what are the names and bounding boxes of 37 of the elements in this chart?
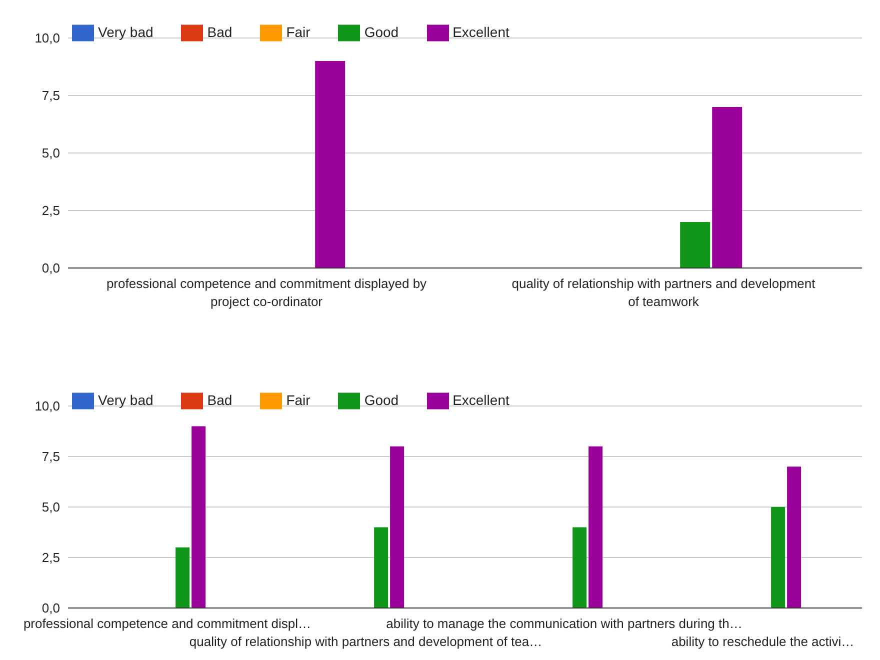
legend-label: Bad xyxy=(207,392,232,408)
y-tick-label: 2,5 xyxy=(42,550,60,566)
legend-label: Excellent xyxy=(452,392,510,408)
bar xyxy=(680,222,710,268)
y-tick-label: 5,0 xyxy=(42,500,60,515)
x-tick-label: professional competence and commitment displ… xyxy=(23,616,312,631)
bar xyxy=(572,527,587,608)
y-tick-label: 0,0 xyxy=(42,600,60,616)
bar xyxy=(712,107,742,268)
legend-label: Fair xyxy=(286,24,310,40)
legend-label: Fair xyxy=(286,392,310,408)
legend-label: Bad xyxy=(207,24,232,40)
bar xyxy=(192,426,206,608)
x-tick-label: quality of relationship with partners and development of tea… xyxy=(189,634,542,649)
bar xyxy=(390,446,404,608)
x-tick-label: ability to manage the communication with partners during th… xyxy=(386,616,742,631)
bar xyxy=(176,547,190,608)
y-tick-label: 7,5 xyxy=(42,88,60,104)
y-tick-label: 10,0 xyxy=(34,30,60,46)
bar xyxy=(315,61,346,268)
legend-label: Good xyxy=(364,392,399,408)
x-tick-label: ability to reschedule the activi… xyxy=(671,634,854,649)
y-tick-label: 2,5 xyxy=(42,203,60,218)
legend-label: Very bad xyxy=(98,392,154,408)
bar xyxy=(374,527,388,608)
y-tick-label: 10,0 xyxy=(34,398,60,414)
x-tick-label: professional competence and commitment displayed by project co-ordinator xyxy=(106,276,428,309)
bar xyxy=(588,446,603,608)
y-tick-label: 7,5 xyxy=(42,449,60,464)
bar xyxy=(787,466,802,608)
x-tick-label: quality of relationship with partners and development of teamwork xyxy=(512,276,816,309)
y-tick-label: 5,0 xyxy=(42,146,60,161)
legend-label: Excellent xyxy=(452,24,510,40)
bar xyxy=(771,507,786,608)
legend-label: Very bad xyxy=(98,24,154,40)
y-tick-label: 0,0 xyxy=(42,260,60,276)
legend-label: Good xyxy=(364,24,399,40)
